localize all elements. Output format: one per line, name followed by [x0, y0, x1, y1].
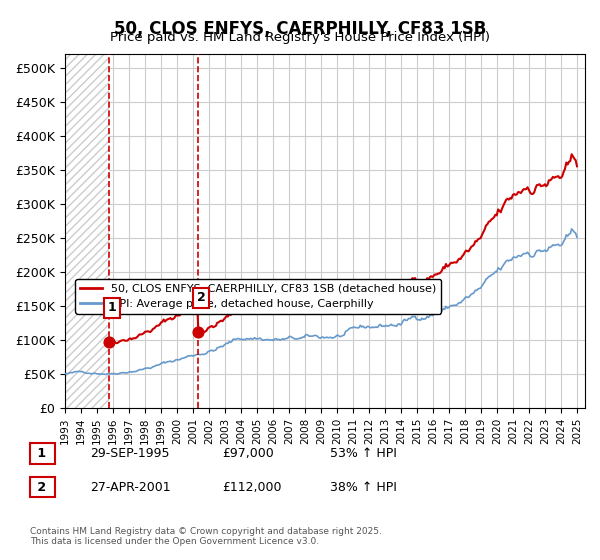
- Text: 38% ↑ HPI: 38% ↑ HPI: [330, 480, 397, 494]
- Text: 2: 2: [33, 480, 51, 494]
- Text: 1: 1: [33, 447, 51, 460]
- Text: 2: 2: [197, 291, 206, 304]
- Text: 1: 1: [107, 301, 116, 315]
- Point: [104, 338, 113, 347]
- Legend: 50, CLOS ENFYS, CAERPHILLY, CF83 1SB (detached house), HPI: Average price, detac: 50, CLOS ENFYS, CAERPHILLY, CF83 1SB (de…: [76, 279, 441, 314]
- Text: 50, CLOS ENFYS, CAERPHILLY, CF83 1SB: 50, CLOS ENFYS, CAERPHILLY, CF83 1SB: [114, 20, 486, 38]
- Text: Price paid vs. HM Land Registry's House Price Index (HPI): Price paid vs. HM Land Registry's House …: [110, 31, 490, 44]
- Point: [193, 327, 203, 336]
- Text: 29-SEP-1995: 29-SEP-1995: [90, 447, 170, 460]
- Text: 53% ↑ HPI: 53% ↑ HPI: [330, 447, 397, 460]
- Text: 27-APR-2001: 27-APR-2001: [90, 480, 170, 494]
- Text: Contains HM Land Registry data © Crown copyright and database right 2025.
This d: Contains HM Land Registry data © Crown c…: [30, 526, 382, 546]
- Text: £97,000: £97,000: [222, 447, 274, 460]
- Text: £112,000: £112,000: [222, 480, 281, 494]
- Bar: [65, 54, 109, 408]
